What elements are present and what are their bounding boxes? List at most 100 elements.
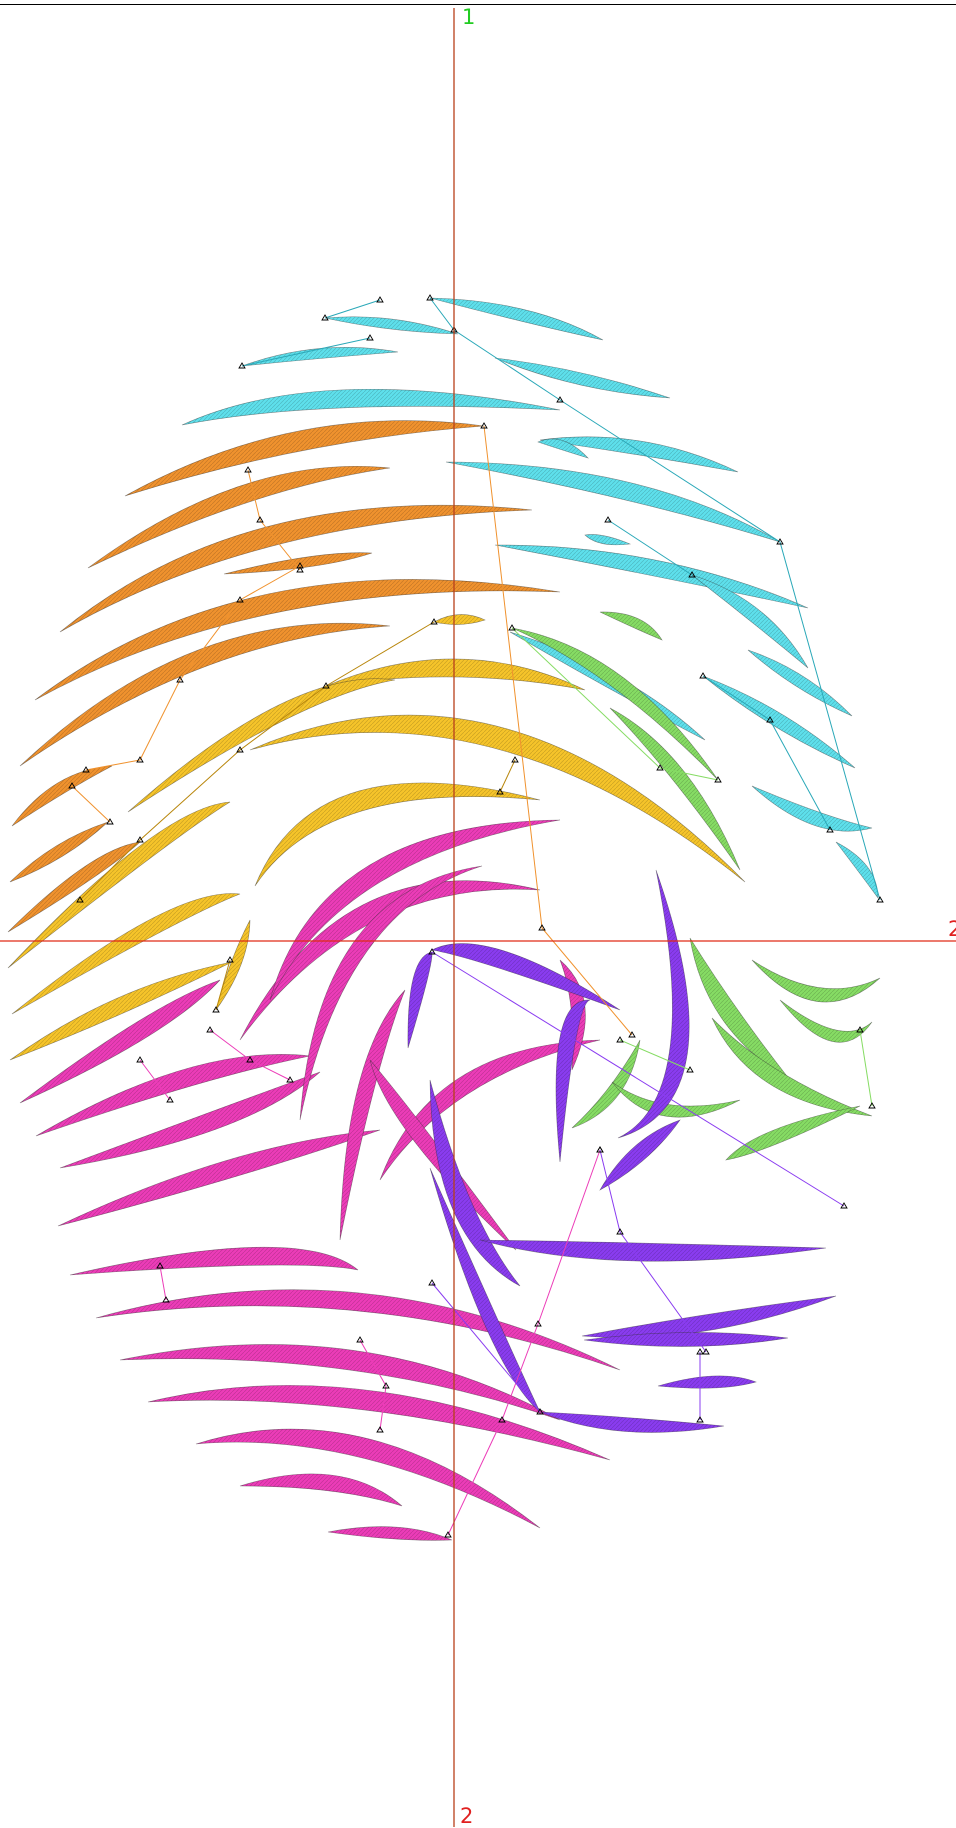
stitch-marker-icon	[498, 1416, 506, 1423]
jump-stitch-violet	[431, 1282, 541, 1413]
ridge-stitch-texture	[538, 438, 588, 458]
stitch-marker-icon	[444, 1531, 452, 1538]
ridge-stitch-texture	[380, 1040, 600, 1180]
stitch-marker-icon	[556, 396, 564, 403]
ridge-stitch-texture	[495, 358, 670, 398]
ridge-stitch-texture	[432, 943, 620, 1010]
ridge-stitch-texture	[20, 980, 220, 1103]
jump-stitch-yellow	[79, 621, 435, 901]
axis-label-top: 1	[462, 5, 476, 29]
ridge-stitch-texture	[35, 579, 560, 700]
ridge-stitch-texture	[88, 466, 390, 568]
stitch-marker-icon	[776, 538, 784, 545]
ridge-stitch-texture	[96, 1289, 620, 1370]
jump-stitch-green	[511, 627, 719, 781]
ridge-magenta	[339, 989, 406, 1241]
stitch-marker-icon	[596, 1146, 604, 1153]
jump-stitch-cyan	[607, 519, 693, 576]
jump-stitch-violet	[431, 951, 845, 1207]
ridge-stitch-texture	[495, 544, 808, 608]
jump-stitch-green	[859, 1029, 873, 1107]
ridge-green	[571, 1039, 641, 1129]
stitch-marker-icon	[246, 1056, 254, 1063]
jump-stitch-cyan	[241, 337, 371, 367]
ridge-stitch-texture	[10, 822, 108, 882]
ridge-stitch-texture	[8, 842, 140, 932]
jump-stitch-cyan	[702, 675, 831, 831]
stitch-marker-icon	[856, 1026, 864, 1033]
ridge-stitch-texture	[326, 658, 585, 690]
stitch-marker-icon	[296, 566, 304, 573]
stitch-marker-icon	[136, 1056, 144, 1063]
stitch-marker-icon	[162, 1296, 170, 1303]
ridge-stitch-texture	[250, 715, 745, 882]
jump-stitch-magenta	[139, 1059, 171, 1101]
stitch-marker-icon	[256, 516, 264, 523]
stitch-marker-icon	[322, 682, 330, 689]
stitch-marker-icon	[244, 466, 252, 473]
ridge-stitch-texture	[10, 962, 232, 1060]
jump-stitch-magenta	[447, 1149, 601, 1536]
fingerprint-ridges	[7, 297, 881, 1541]
jump-stitch-magenta	[359, 1339, 387, 1431]
ridge-stitch-texture	[58, 1130, 380, 1226]
jump-stitch-orange	[483, 425, 633, 1036]
stitch-marker-icon	[696, 1348, 704, 1355]
stitch-marker-icon	[226, 956, 234, 963]
ridge-stitch-texture	[600, 1120, 680, 1190]
ridge-orange	[11, 765, 113, 827]
jump-stitch-cyan	[429, 297, 881, 901]
stitch-marker-icon	[840, 1202, 848, 1209]
ridge-stitch-texture	[125, 420, 484, 496]
ridge-stitch-texture	[748, 650, 852, 716]
ridge-stitch-texture	[242, 347, 398, 366]
ridge-stitch-texture	[540, 436, 738, 472]
stitch-marker-icon	[82, 766, 90, 773]
stitch-marker-icon	[236, 596, 244, 603]
stitch-marker-icon	[616, 1228, 624, 1235]
ridge-stitch-texture	[572, 1040, 640, 1128]
ridge-stitch-texture	[12, 766, 112, 826]
ridge-stitch-texture	[555, 999, 590, 1162]
stitch-marker-icon	[508, 624, 516, 631]
stitch-marker-icon	[106, 818, 114, 825]
ridge-stitch-texture	[434, 614, 485, 625]
ridge-stitch-texture	[540, 1412, 724, 1433]
stitch-marker-icon	[696, 1416, 704, 1423]
ridge-stitch-texture	[20, 623, 390, 766]
ridge-stitch-texture	[120, 1344, 560, 1420]
jump-stitch-orange	[71, 785, 111, 823]
ridge-stitch-texture	[70, 1247, 358, 1275]
jump-stitch-orange	[247, 469, 301, 571]
ridge-stitch-texture	[60, 1072, 320, 1168]
stitch-marker-icon	[428, 948, 436, 955]
ridge-stitch-texture	[340, 990, 405, 1240]
ridge-stitch-texture	[196, 1429, 540, 1528]
ridge-stitch-texture	[216, 920, 250, 1010]
ridge-stitch-texture	[703, 676, 855, 768]
stitch-marker-icon	[868, 1102, 876, 1109]
stitch-marker-icon	[616, 1036, 624, 1043]
stitch-marker-icon	[382, 1382, 390, 1389]
ridge-stitch-texture	[582, 1296, 836, 1338]
stitch-marker-icon	[876, 896, 884, 903]
ridge-stitch-texture	[148, 1385, 610, 1460]
stitch-marker-icon	[238, 362, 246, 369]
ridge-stitch-texture	[270, 820, 560, 1000]
stitch-marker-icon	[68, 782, 76, 789]
stitch-marker-icon	[212, 1006, 220, 1013]
ridge-stitch-texture	[752, 960, 880, 1003]
ridge-stitch-texture	[836, 842, 878, 898]
stitch-marker-icon	[286, 1076, 294, 1083]
stitch-marker-icon	[604, 516, 612, 523]
stitch-marker-icon	[356, 1336, 364, 1343]
stitch-marker-icon	[156, 1262, 164, 1269]
stitch-marker-icon	[76, 896, 84, 903]
ridge-stitch-texture	[612, 1082, 740, 1118]
ridge-stitch-texture	[600, 611, 662, 640]
stitch-marker-icon	[702, 1348, 710, 1355]
stitch-marker-icon	[426, 294, 434, 301]
jump-stitch-magenta	[209, 1029, 291, 1081]
stitch-marker-icon	[430, 618, 438, 625]
